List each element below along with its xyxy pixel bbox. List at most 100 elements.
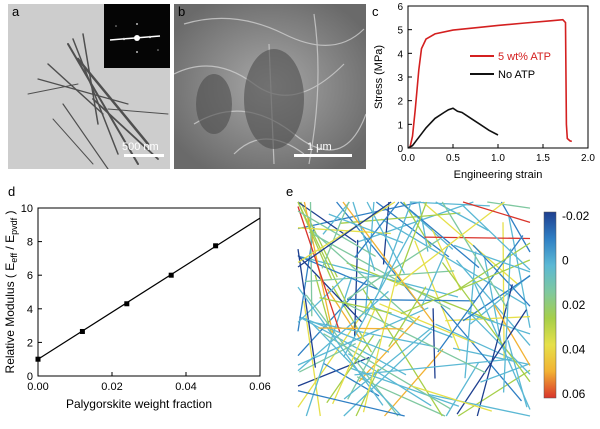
fiber [500, 201, 531, 253]
fiber [346, 298, 476, 302]
y-tick-label-d: 0 [27, 371, 33, 383]
fiber [378, 201, 412, 291]
fiber [297, 201, 349, 308]
fiber [362, 273, 398, 413]
y-tick-label-d: 8 [27, 237, 33, 249]
x-tick-label-c: 2.0 [581, 153, 595, 164]
fiber [297, 275, 347, 323]
scale-bar-b [294, 154, 352, 157]
fiber [318, 327, 404, 330]
fiber [297, 290, 389, 372]
diffraction-inset [104, 4, 170, 68]
fiber [384, 348, 444, 417]
fiber [343, 325, 434, 400]
fiber [350, 367, 460, 407]
colorbar-tick-label: 0 [562, 254, 569, 268]
x-tick-label-d: 0.06 [249, 381, 270, 393]
panel-b-sem-image: 1 μm [174, 4, 366, 169]
fiber [326, 334, 375, 404]
x-tick-label-c: 0.0 [401, 153, 415, 164]
fiber [464, 251, 477, 379]
fiber [398, 201, 428, 276]
x-tick-label-c: 1.5 [536, 153, 550, 164]
sem-texture [174, 4, 366, 169]
fiber [297, 201, 357, 243]
fiber [297, 390, 405, 417]
y-tick-label-c: 4 [397, 49, 403, 60]
panel-label-e: e [286, 184, 293, 199]
x-tick-label-d: 0.04 [175, 381, 196, 393]
colorbar-tick-label: 0.02 [562, 298, 586, 312]
x-tick-label-c: 1.0 [491, 153, 505, 164]
fiber [381, 218, 527, 306]
fiber [297, 206, 341, 333]
panel-a-tem-image: 500 nm [8, 4, 170, 169]
fiber [455, 242, 531, 292]
chart-c-stress-strain: c 0.0 0.5 1.0 1.5 2.0 0 1 2 3 4 5 6 Engineering strai… [372, 2, 595, 181]
y-tick-label-c: 1 [397, 120, 403, 131]
fiber [428, 393, 531, 417]
y-tick-label-c: 0 [397, 144, 403, 155]
fiber [309, 228, 416, 324]
y-tick-label-c: 2 [397, 97, 403, 108]
fiber [297, 255, 363, 323]
fiber [483, 254, 502, 343]
legend-label-c: 5 wt% ATP [498, 51, 551, 63]
fiber [321, 201, 350, 269]
fiber [502, 222, 505, 360]
chart-e-strain-map: e -0.02 0 0.02 0.04 0.06 [286, 184, 590, 417]
data-point-d [79, 328, 85, 334]
fiber-network [297, 201, 531, 417]
data-point-d [213, 243, 219, 249]
x-tick-label-d: 0.00 [27, 381, 48, 393]
fiber [441, 262, 531, 383]
y-tick-label-d: 6 [27, 270, 33, 282]
y-axis-label-d: Relative Modulus ( Eeff / Epvdf ) [3, 211, 19, 374]
fiber [299, 343, 356, 373]
fiber [462, 205, 531, 271]
fiber [445, 315, 531, 322]
fiber [346, 262, 495, 323]
fiber [400, 259, 531, 315]
fiber [332, 309, 376, 405]
fiber [331, 285, 373, 353]
colorbar-tick-label: 0.06 [562, 387, 586, 401]
y-tick-label-c: 6 [397, 2, 403, 13]
fiber [462, 275, 531, 322]
fiber [305, 276, 353, 417]
fiber [352, 201, 376, 272]
x-axis-label-d: Palygorskite weight fraction [66, 397, 212, 411]
y-axis-label-c: Stress (MPa) [373, 45, 385, 109]
fiber [297, 201, 396, 263]
fiber [480, 363, 531, 383]
fiber [437, 235, 524, 353]
fiber [507, 215, 531, 328]
chart-d-relative-modulus: d 0.00 0.02 0.04 0.06 0 2 4 6 8 10 Palygorskite wei… [3, 184, 271, 411]
fiber [487, 201, 531, 209]
series-line-5wt-atp [409, 18, 573, 149]
colorbar-tick-label: -0.02 [562, 209, 590, 223]
fiber [364, 201, 375, 316]
fiber [445, 361, 480, 417]
fiber [319, 297, 392, 314]
panel-label-a: a [12, 4, 20, 19]
data-point-d [124, 301, 130, 307]
panel-label-d: d [8, 184, 15, 199]
fiber [379, 303, 475, 344]
fiber [339, 212, 461, 224]
fiber [358, 315, 421, 383]
fiber [388, 286, 427, 347]
fiber [308, 231, 451, 310]
fiber [467, 312, 531, 335]
fiber [440, 305, 522, 402]
fiber [502, 248, 512, 393]
fiber [432, 308, 436, 379]
fiber [297, 201, 421, 230]
data-point-d [168, 272, 174, 278]
fiber [409, 201, 490, 207]
fiber [297, 201, 392, 268]
panel-label-c: c [372, 4, 379, 19]
fiber [301, 316, 390, 353]
fiber [435, 323, 513, 360]
data-point-d [35, 356, 41, 362]
